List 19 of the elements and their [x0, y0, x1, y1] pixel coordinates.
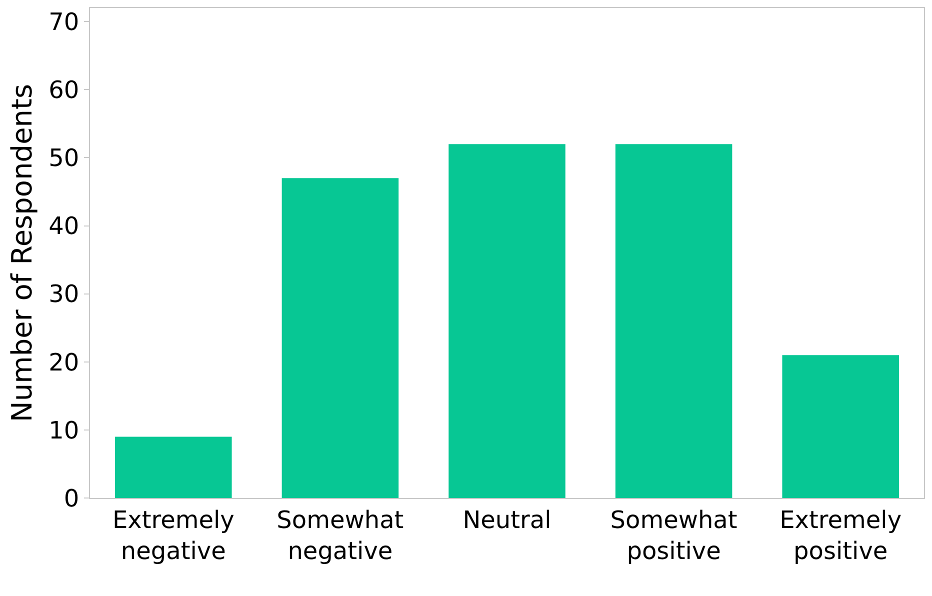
x-tick-label: Neutral	[462, 506, 552, 534]
bar	[615, 144, 732, 498]
y-tick-label: 50	[48, 144, 80, 172]
x-tick-label: Extremely positive	[780, 506, 902, 565]
x-tick-label: Somewhat negative	[276, 506, 404, 565]
x-tick-label: Somewhat positive	[610, 506, 738, 565]
y-tick-label: 10	[48, 416, 80, 444]
bar	[448, 144, 566, 498]
bar	[282, 178, 399, 498]
y-tick-label: 20	[48, 348, 80, 376]
y-tick-label: 40	[48, 212, 80, 240]
bar	[115, 436, 232, 498]
y-tick-label: 70	[48, 8, 80, 36]
y-tick-label: 30	[48, 280, 80, 308]
y-axis-title: Number of Respondents	[5, 84, 38, 422]
bar	[782, 355, 899, 498]
y-tick-label: 0	[64, 484, 80, 512]
x-tick-label: Extremely negative	[112, 506, 234, 565]
y-tick-label: 60	[48, 76, 80, 104]
